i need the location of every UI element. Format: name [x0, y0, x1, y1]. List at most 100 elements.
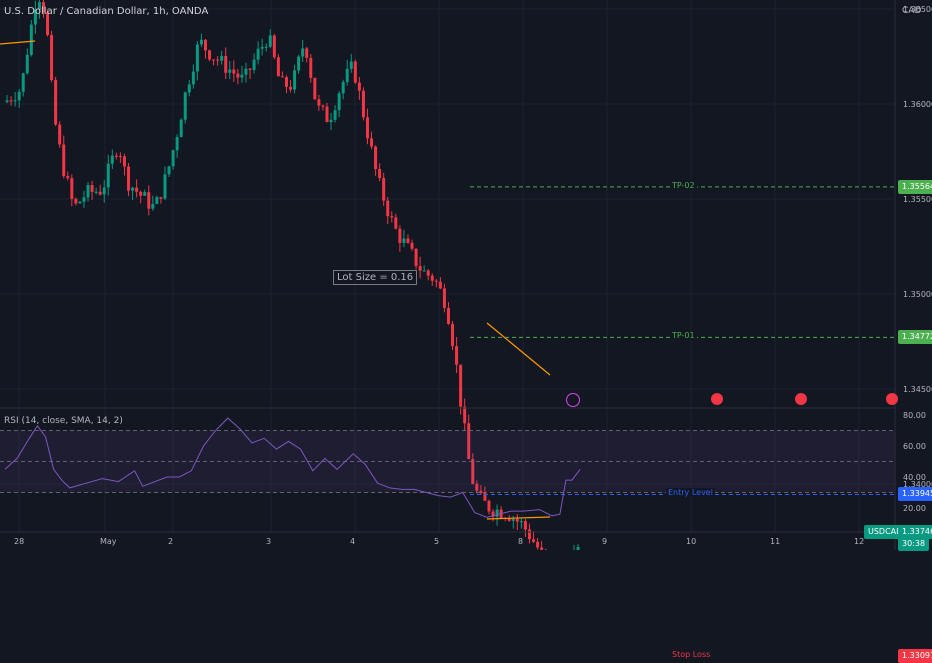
- candle-body: [366, 117, 369, 138]
- candle-body: [249, 69, 252, 70]
- candle-body: [131, 188, 134, 191]
- candle-body: [350, 62, 353, 69]
- candle-body: [378, 169, 381, 178]
- candle-body: [338, 93, 341, 110]
- candle-body: [232, 70, 235, 74]
- candle-body: [317, 99, 320, 105]
- price-tick-label: 1.34500: [903, 385, 932, 394]
- candle-body: [228, 70, 231, 73]
- economic-event-icon[interactable]: [795, 393, 807, 405]
- candle-body: [163, 174, 166, 198]
- chart-canvas[interactable]: 1.365001.360001.355001.350001.345001.340…: [0, 0, 932, 550]
- candle-body: [151, 204, 154, 209]
- candle-body: [435, 281, 438, 282]
- rsi-indicator-label[interactable]: RSI (14, close, SMA, 14, 2): [4, 416, 123, 426]
- candle-body: [208, 50, 211, 59]
- candle-body: [74, 199, 77, 204]
- candle-body: [143, 192, 146, 196]
- candle-body: [66, 176, 69, 178]
- candle-body: [406, 239, 409, 243]
- candle-body: [6, 100, 9, 102]
- candle-body: [261, 47, 264, 49]
- candle-body: [119, 156, 122, 157]
- candle-body: [99, 192, 102, 195]
- candle-body: [54, 80, 57, 125]
- candle-body: [512, 519, 515, 521]
- entry-price-tag: 1.33945: [898, 487, 932, 501]
- candle-body: [402, 239, 405, 243]
- price-tick-label: 1.36000: [903, 100, 932, 109]
- time-tick-label: 2: [168, 537, 173, 546]
- lot-size-annotation[interactable]: Lot Size = 0.16: [333, 270, 417, 285]
- candle-body: [285, 77, 288, 87]
- candle-body: [524, 521, 527, 529]
- candle-body: [321, 106, 324, 107]
- candle-body: [30, 25, 33, 55]
- time-tick-label: 28: [14, 537, 24, 546]
- candle-body: [269, 35, 272, 46]
- candle-body: [95, 192, 98, 193]
- candle-body: [253, 60, 256, 70]
- candle-body: [212, 60, 215, 61]
- candle-body: [168, 166, 171, 174]
- candle-body: [176, 137, 179, 150]
- candle-body: [18, 92, 21, 101]
- candle-body: [87, 185, 90, 197]
- candle-body: [103, 187, 106, 194]
- candle-body: [147, 192, 150, 208]
- candle-body: [111, 156, 114, 164]
- candle-body: [184, 92, 187, 119]
- candle-body: [50, 35, 53, 80]
- time-tick-label: 11: [770, 537, 780, 546]
- tp02-label: TP-02: [670, 181, 697, 190]
- candle-body: [451, 324, 454, 346]
- candle-body: [463, 407, 466, 424]
- candle-body: [70, 178, 73, 199]
- candle-body: [358, 83, 361, 91]
- candle-body: [58, 125, 61, 145]
- trendline-divergence: [487, 323, 550, 375]
- stop-loss-price-tag: 1.33097: [898, 649, 932, 663]
- rsi-pane: [0, 418, 895, 519]
- candle-body: [439, 282, 442, 289]
- candle-body: [496, 510, 499, 517]
- time-tick-label: 9: [602, 537, 607, 546]
- chart-title[interactable]: U.S. Dollar / Canadian Dollar, 1h, OANDA: [4, 6, 208, 17]
- time-tick-label: 4: [350, 537, 355, 546]
- candle-body: [22, 73, 25, 91]
- stop-loss-label: Stop Loss: [670, 650, 712, 659]
- price-tick-label: 1.35500: [903, 195, 932, 204]
- candle-body: [26, 55, 29, 73]
- candle-body: [342, 82, 345, 93]
- entry-level-label: Entry Level: [666, 488, 715, 497]
- candle-body: [536, 542, 539, 548]
- candle-body: [216, 60, 219, 61]
- candle-body: [459, 365, 462, 407]
- time-tick-label: May: [100, 537, 117, 546]
- time-tick-label: 10: [686, 537, 696, 546]
- tp01-price-tag: 1.34772: [898, 330, 932, 344]
- candle-body: [180, 120, 183, 137]
- candle-body: [334, 110, 337, 120]
- candle-body: [78, 202, 81, 204]
- candle-body: [127, 166, 130, 190]
- candle-body: [135, 188, 138, 192]
- candle-body: [82, 197, 85, 201]
- tp02-price-tag: 1.35564: [898, 180, 932, 194]
- candle-body: [374, 147, 377, 170]
- candle-body: [265, 47, 268, 48]
- economic-event-icon[interactable]: [886, 393, 898, 405]
- economic-event-icon[interactable]: [711, 393, 723, 405]
- candle-body: [273, 35, 276, 57]
- lightning-event-icon[interactable]: [566, 393, 580, 407]
- candle-body: [520, 521, 523, 522]
- candle-body: [200, 40, 203, 45]
- candle-body: [277, 57, 280, 76]
- candle-body: [346, 69, 349, 82]
- candle-body: [289, 87, 292, 90]
- candle-body: [386, 201, 389, 216]
- candle-body: [415, 249, 418, 266]
- candle-body: [305, 48, 308, 57]
- candle-body: [427, 271, 430, 276]
- candle-body: [123, 156, 126, 166]
